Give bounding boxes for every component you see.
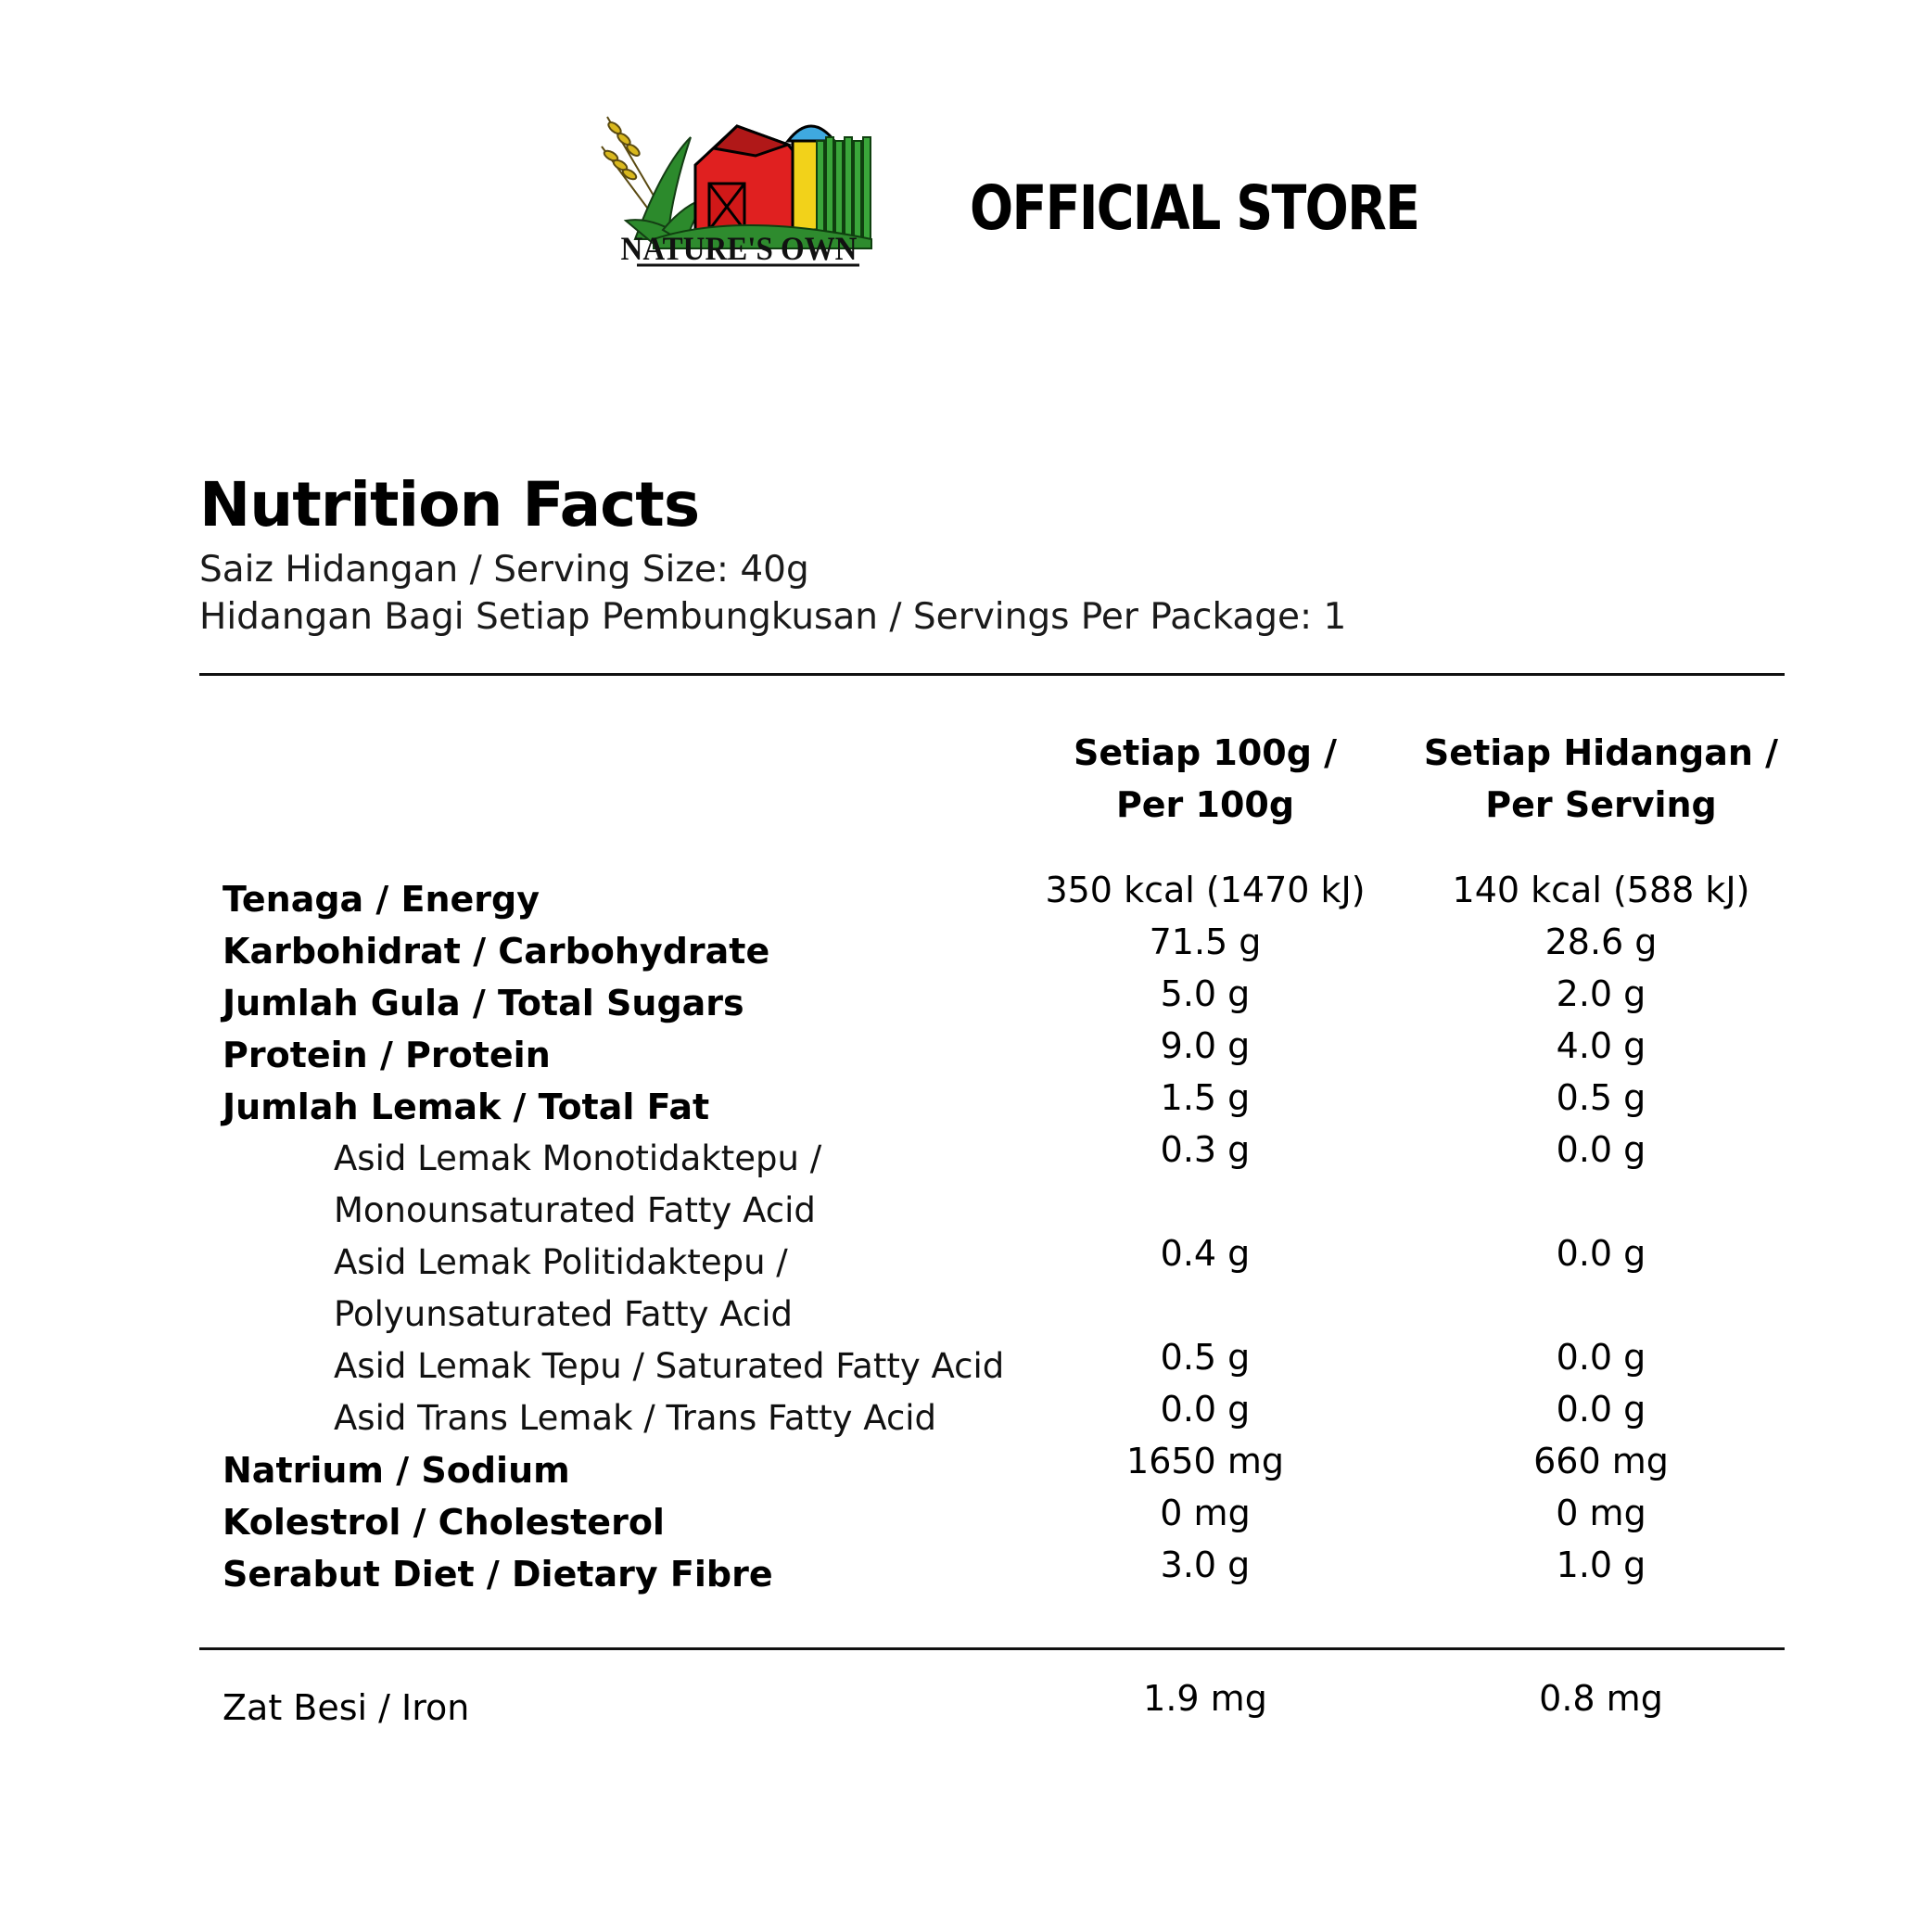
row-label-trans-fat: Asid Trans Lemak / Trans Fatty Acid <box>334 1398 937 1438</box>
value-sodium-per100: 1650 mg <box>1126 1441 1284 1481</box>
row-label-mufa: Asid Lemak Monotidaktepu / <box>334 1138 822 1178</box>
column-header-per-100g: Setiap 100g / Per 100g <box>1073 732 1338 825</box>
row-label-dietary-fibre: Serabut Diet / Dietary Fibre <box>222 1554 773 1595</box>
brand-logo: NATURE'S OWN <box>598 109 876 269</box>
row-label-energy: Tenaga / Energy <box>222 879 540 920</box>
value-iron-perserving: 0.8 mg <box>1539 1678 1663 1719</box>
column-header-per-serving: Setiap Hidangan / Per Serving <box>1423 732 1779 825</box>
divider-top <box>199 673 1785 676</box>
value-mufa-per100: 0.3 g <box>1160 1129 1251 1170</box>
svg-text:NATURE'S OWN: NATURE'S OWN <box>621 230 858 267</box>
value-total-sugars-per100: 5.0 g <box>1160 973 1251 1014</box>
value-carbohydrate-perserving: 28.6 g <box>1544 922 1658 962</box>
value-saturated-fat-perserving: 0.0 g <box>1556 1337 1646 1378</box>
servings-per-package: Hidangan Bagi Setiap Pembungkusan / Serv… <box>199 596 1347 638</box>
value-trans-fat-perserving: 0.0 g <box>1556 1389 1646 1430</box>
value-mufa-perserving: 0.0 g <box>1556 1129 1646 1170</box>
value-total-sugars-perserving: 2.0 g <box>1556 973 1646 1014</box>
row-label-mufa-line2: Monounsaturated Fatty Acid <box>334 1190 816 1230</box>
row-label-iron: Zat Besi / Iron <box>222 1687 470 1728</box>
row-label-cholesterol: Kolestrol / Cholesterol <box>222 1502 665 1543</box>
value-total-fat-per100: 1.5 g <box>1160 1077 1251 1118</box>
value-dietary-fibre-perserving: 1.0 g <box>1556 1544 1646 1585</box>
value-pufa-perserving: 0.0 g <box>1556 1233 1646 1274</box>
value-energy-per100: 350 kcal (1470 kJ) <box>1045 870 1366 910</box>
page-title: Nutrition Facts <box>199 469 700 540</box>
row-label-total-fat: Jumlah Lemak / Total Fat <box>222 1087 710 1127</box>
row-label-saturated-fat: Asid Lemak Tepu / Saturated Fatty Acid <box>334 1346 1005 1386</box>
row-label-pufa-line2: Polyunsaturated Fatty Acid <box>334 1294 794 1334</box>
divider-bottom <box>199 1647 1785 1650</box>
value-trans-fat-per100: 0.0 g <box>1160 1389 1251 1430</box>
value-dietary-fibre-per100: 3.0 g <box>1160 1544 1251 1585</box>
value-protein-perserving: 4.0 g <box>1556 1025 1646 1066</box>
row-label-protein: Protein / Protein <box>222 1035 551 1075</box>
value-cholesterol-perserving: 0 mg <box>1556 1493 1646 1533</box>
serving-size: Saiz Hidangan / Serving Size: 40g <box>199 549 809 591</box>
value-sodium-perserving: 660 mg <box>1533 1441 1669 1481</box>
value-protein-per100: 9.0 g <box>1160 1025 1251 1066</box>
value-cholesterol-per100: 0 mg <box>1160 1493 1251 1533</box>
value-carbohydrate-per100: 71.5 g <box>1149 922 1262 962</box>
value-pufa-per100: 0.4 g <box>1160 1233 1251 1274</box>
value-saturated-fat-per100: 0.5 g <box>1160 1337 1251 1378</box>
official-store-label: OFFICIAL STORE <box>970 172 1420 244</box>
row-label-total-sugars: Jumlah Gula / Total Sugars <box>222 983 744 1023</box>
value-energy-perserving: 140 kcal (588 kJ) <box>1452 870 1750 910</box>
value-iron-per100: 1.9 mg <box>1143 1678 1267 1719</box>
value-total-fat-perserving: 0.5 g <box>1556 1077 1646 1118</box>
row-label-sodium: Natrium / Sodium <box>222 1450 570 1491</box>
row-label-pufa: Asid Lemak Politidaktepu / <box>334 1242 788 1282</box>
row-label-carbohydrate: Karbohidrat / Carbohydrate <box>222 931 770 972</box>
